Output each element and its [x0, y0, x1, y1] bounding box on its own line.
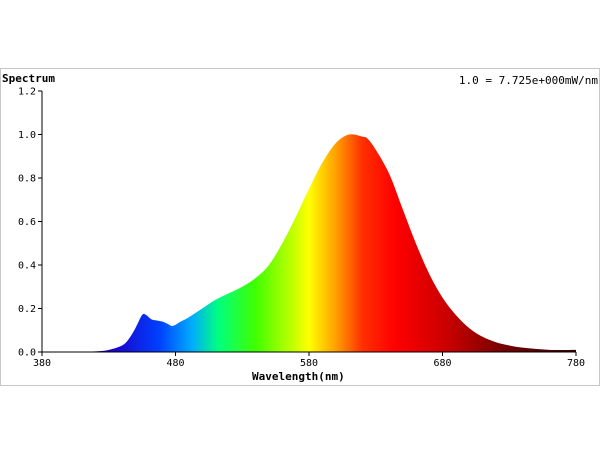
- spectrum-area: [42, 134, 576, 352]
- y-tick-label: 0.4: [18, 261, 36, 272]
- x-tick-label: 580: [300, 358, 318, 369]
- chart-title: Spectrum: [2, 72, 55, 85]
- y-tick-label: 0.2: [18, 304, 36, 315]
- x-tick-label: 780: [567, 358, 585, 369]
- x-axis-label: Wavelength(nm): [252, 370, 345, 383]
- x-tick-label: 680: [433, 358, 451, 369]
- y-tick-label: 0.8: [18, 174, 36, 185]
- y-tick-label: 0.6: [18, 217, 36, 228]
- y-tick-label: 1.0: [18, 130, 36, 141]
- y-tick-label: 0.0: [18, 348, 36, 359]
- y-tick-label: 1.2: [18, 87, 36, 98]
- x-tick-label: 480: [166, 358, 184, 369]
- x-tick-label: 380: [33, 358, 51, 369]
- scale-note: 1.0 = 7.725e+000mW/nm: [458, 74, 598, 87]
